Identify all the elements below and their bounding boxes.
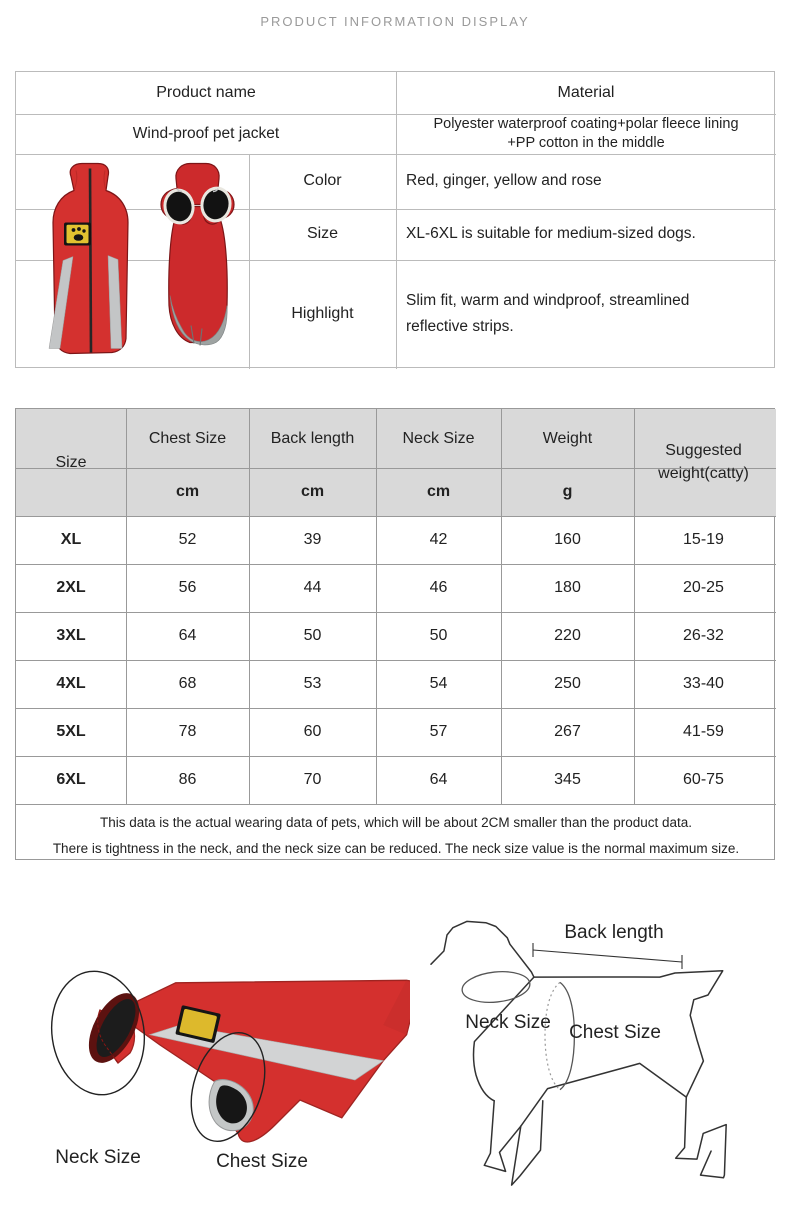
svg-text:Chest Size: Chest Size xyxy=(216,1151,308,1172)
svg-text:Neck Size: Neck Size xyxy=(55,1147,141,1168)
svg-text:Back length: Back length xyxy=(564,922,663,943)
svg-text:Chest Size: Chest Size xyxy=(569,1022,661,1043)
svg-text:Neck Size: Neck Size xyxy=(465,1012,551,1033)
